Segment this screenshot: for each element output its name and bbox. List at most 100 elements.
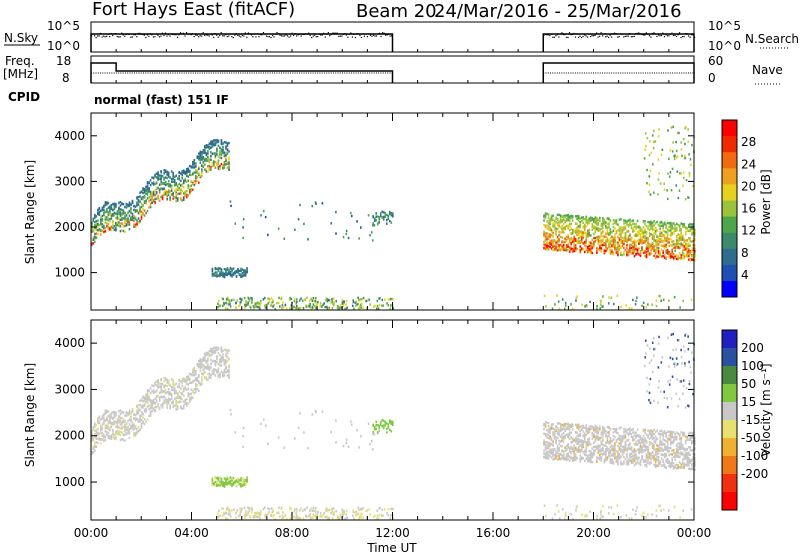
power-cell bbox=[579, 217, 582, 220]
power-cell bbox=[687, 244, 690, 247]
velocity-cell bbox=[289, 517, 291, 520]
nave-dot bbox=[649, 72, 651, 74]
nsky-dot bbox=[305, 33, 307, 35]
power-cell bbox=[644, 251, 646, 254]
velocity-cell bbox=[220, 364, 223, 367]
nsky-dot bbox=[686, 32, 688, 35]
nave-dot bbox=[93, 72, 95, 74]
power-cell bbox=[690, 227, 693, 230]
velocity-cell bbox=[184, 385, 187, 389]
power-cell bbox=[683, 225, 686, 228]
power-cell bbox=[220, 141, 223, 144]
power-cell bbox=[207, 170, 209, 174]
nave-dot bbox=[663, 72, 665, 74]
power-cell bbox=[379, 214, 382, 218]
nsky-dot bbox=[179, 32, 182, 34]
power-colorbar-swatch bbox=[722, 248, 737, 266]
power-cell bbox=[660, 233, 663, 237]
velocity-cell bbox=[225, 507, 228, 511]
power-cell bbox=[648, 223, 651, 227]
power-cell bbox=[683, 137, 685, 141]
power-cell bbox=[596, 227, 598, 231]
power-cell bbox=[130, 218, 132, 221]
power-cell bbox=[225, 141, 227, 144]
power-cell bbox=[663, 256, 666, 259]
power-cell bbox=[657, 243, 660, 246]
velocity-cell bbox=[179, 397, 182, 400]
velocity-cell bbox=[112, 417, 114, 420]
nsky-dot bbox=[246, 36, 248, 38]
power-cell bbox=[608, 217, 610, 221]
nsky-dot bbox=[176, 36, 179, 38]
power-cell bbox=[225, 269, 227, 273]
velocity-cell bbox=[297, 426, 300, 430]
nave-dot bbox=[642, 72, 644, 74]
power-cell bbox=[682, 176, 685, 180]
power-cell bbox=[583, 231, 586, 235]
velocity-cell bbox=[115, 411, 117, 414]
nave-dot bbox=[228, 72, 230, 74]
nsky-dot bbox=[312, 35, 314, 37]
velocity-cell bbox=[202, 363, 205, 367]
power-cell bbox=[240, 267, 242, 271]
power-cell bbox=[592, 218, 595, 221]
power-cell bbox=[151, 191, 153, 194]
power-cell bbox=[646, 182, 648, 185]
nave-dot bbox=[568, 72, 570, 74]
nave-dot bbox=[592, 72, 594, 74]
power-cell bbox=[626, 240, 628, 244]
power-cell bbox=[353, 307, 355, 311]
velocity-cell bbox=[270, 513, 273, 516]
power-cell bbox=[636, 248, 639, 251]
power-cell bbox=[182, 192, 185, 195]
velocity-cell bbox=[112, 428, 114, 432]
power-cell bbox=[575, 296, 578, 300]
velocity-cell bbox=[244, 516, 246, 519]
velocity-cell bbox=[217, 375, 220, 378]
velocity-cell bbox=[254, 515, 257, 518]
nsky-dot bbox=[286, 35, 289, 37]
power-cell bbox=[158, 174, 161, 177]
power-cell bbox=[647, 237, 649, 240]
nsky-dot bbox=[645, 32, 647, 34]
power-cell bbox=[188, 188, 191, 192]
power-cell bbox=[226, 144, 229, 147]
power-cell bbox=[666, 197, 669, 201]
power-colorbar-swatch bbox=[722, 216, 737, 234]
power-cell bbox=[128, 223, 131, 226]
power-cell bbox=[606, 217, 609, 220]
velocity-cell bbox=[223, 512, 225, 516]
power-cell bbox=[157, 174, 159, 177]
power-cell bbox=[119, 211, 122, 214]
power-cell bbox=[160, 177, 162, 181]
nave-dot bbox=[588, 72, 590, 74]
power-cell bbox=[651, 237, 654, 240]
velocity-cell bbox=[327, 517, 330, 520]
power-cell bbox=[654, 244, 657, 248]
velocity-cell bbox=[118, 421, 120, 424]
nsky-dot bbox=[276, 32, 278, 34]
power-cell bbox=[580, 238, 583, 242]
power-cell bbox=[663, 246, 666, 250]
nave-dot bbox=[140, 72, 142, 74]
velocity-cell bbox=[149, 403, 152, 406]
power-cell bbox=[94, 235, 96, 239]
power-cell bbox=[677, 196, 680, 200]
power-cell bbox=[544, 214, 547, 218]
nsky-dot bbox=[608, 36, 610, 38]
velocity-cell bbox=[201, 361, 203, 364]
power-cell bbox=[657, 255, 660, 258]
power-cell bbox=[659, 295, 661, 298]
velocity-cell bbox=[207, 365, 209, 368]
power-cell bbox=[228, 156, 230, 159]
power-cell bbox=[113, 207, 116, 210]
power-cell bbox=[176, 177, 179, 180]
power-cell bbox=[602, 222, 604, 226]
power-cell bbox=[653, 254, 655, 258]
velocity-cell bbox=[308, 509, 311, 512]
power-cell bbox=[630, 243, 633, 246]
nsky-dot bbox=[663, 36, 666, 38]
velocity-cell bbox=[199, 363, 202, 367]
power-cell bbox=[612, 225, 615, 229]
velocity-cell bbox=[192, 396, 194, 400]
